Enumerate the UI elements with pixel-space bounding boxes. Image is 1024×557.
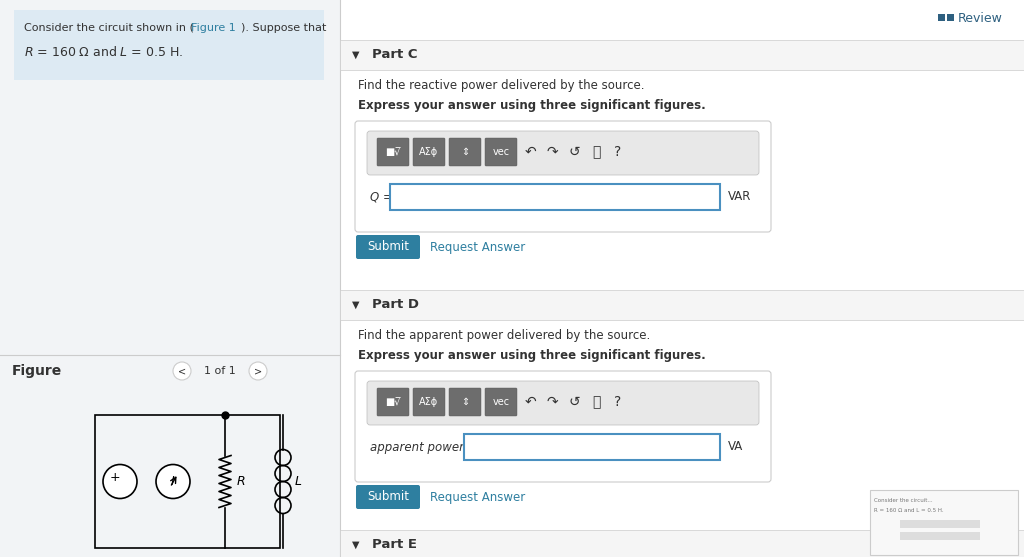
Bar (870, 490, 1018, 555)
Text: ▼: ▼ (352, 300, 359, 310)
FancyBboxPatch shape (377, 138, 409, 166)
FancyBboxPatch shape (413, 138, 445, 166)
Text: Submit: Submit (367, 491, 409, 504)
FancyBboxPatch shape (485, 388, 517, 416)
Text: vec: vec (493, 397, 510, 407)
FancyBboxPatch shape (377, 388, 409, 416)
Text: Express your answer using three significant figures.: Express your answer using three signific… (358, 349, 706, 363)
Text: Find the apparent power delivered by the source.: Find the apparent power delivered by the… (358, 330, 650, 343)
Text: R: R (237, 475, 246, 488)
Bar (340, 530, 1024, 557)
FancyBboxPatch shape (485, 138, 517, 166)
Text: ?: ? (614, 145, 622, 159)
FancyBboxPatch shape (356, 485, 420, 509)
Bar (0, 0, 340, 557)
Text: ⎗: ⎗ (592, 145, 600, 159)
Circle shape (156, 465, 190, 499)
Text: vec: vec (493, 147, 510, 157)
Text: Request Answer: Request Answer (430, 491, 525, 504)
Bar (900, 520, 980, 528)
Bar (900, 532, 980, 540)
Bar (340, 290, 1024, 320)
Bar (14, 10, 324, 80)
Text: Submit: Submit (367, 241, 409, 253)
Circle shape (173, 362, 191, 380)
Bar (947, 14, 954, 21)
Bar (464, 434, 720, 460)
Text: Part C: Part C (372, 48, 418, 61)
Text: ↷: ↷ (546, 395, 558, 409)
Text: Figure 1: Figure 1 (191, 23, 236, 33)
Text: Request Answer: Request Answer (430, 241, 525, 253)
Text: Review: Review (958, 12, 1002, 25)
Text: ⇕: ⇕ (461, 147, 469, 157)
Bar (95, 415, 280, 548)
Text: I: I (171, 475, 175, 488)
Text: Part E: Part E (372, 539, 417, 551)
FancyBboxPatch shape (449, 388, 481, 416)
Text: ■√̅: ■√̅ (385, 397, 400, 407)
Text: AΣϕ: AΣϕ (420, 397, 438, 407)
Text: >: > (254, 366, 262, 376)
Text: apparent power =: apparent power = (370, 441, 477, 453)
Text: ↺: ↺ (568, 145, 580, 159)
Text: ■√̅: ■√̅ (385, 147, 400, 157)
Circle shape (249, 362, 267, 380)
FancyBboxPatch shape (367, 131, 759, 175)
Text: <: < (178, 366, 186, 376)
Text: ▼: ▼ (352, 50, 359, 60)
Text: L: L (295, 475, 302, 488)
Bar (340, 40, 1024, 70)
Text: Consider the circuit shown in (: Consider the circuit shown in ( (24, 23, 194, 33)
Text: ↶: ↶ (524, 395, 536, 409)
Text: 1 of 1: 1 of 1 (204, 366, 236, 376)
Text: R = 160 Ω and L = 0.5 H.: R = 160 Ω and L = 0.5 H. (874, 508, 944, 513)
Text: ⇕: ⇕ (461, 397, 469, 407)
FancyBboxPatch shape (355, 121, 771, 232)
Text: Figure: Figure (12, 364, 62, 378)
Text: ↷: ↷ (546, 145, 558, 159)
FancyBboxPatch shape (413, 388, 445, 416)
Text: ⎗: ⎗ (592, 395, 600, 409)
Text: +: + (110, 471, 120, 484)
Text: ↺: ↺ (568, 395, 580, 409)
Bar (340, 0, 1024, 557)
Text: Express your answer using three significant figures.: Express your answer using three signific… (358, 100, 706, 113)
Bar (938, 14, 945, 21)
Text: ). Suppose that: ). Suppose that (241, 23, 327, 33)
Text: Part D: Part D (372, 299, 419, 311)
Text: ▼: ▼ (352, 540, 359, 550)
Bar (390, 184, 720, 210)
Text: ?: ? (614, 395, 622, 409)
Text: ↶: ↶ (524, 145, 536, 159)
Circle shape (103, 465, 137, 499)
Text: $\mathit{R}$ = 160 $\Omega$ and $\mathit{L}$ = 0.5 H.: $\mathit{R}$ = 160 $\Omega$ and $\mathit… (24, 45, 183, 59)
Text: Q =: Q = (370, 190, 393, 203)
FancyBboxPatch shape (367, 381, 759, 425)
Text: VA: VA (728, 441, 743, 453)
FancyBboxPatch shape (356, 235, 420, 259)
Text: Find the reactive power delivered by the source.: Find the reactive power delivered by the… (358, 80, 644, 92)
FancyBboxPatch shape (449, 138, 481, 166)
Text: VAR: VAR (728, 190, 752, 203)
Text: AΣϕ: AΣϕ (420, 147, 438, 157)
FancyBboxPatch shape (355, 371, 771, 482)
Text: Consider the circuit...: Consider the circuit... (874, 498, 933, 503)
